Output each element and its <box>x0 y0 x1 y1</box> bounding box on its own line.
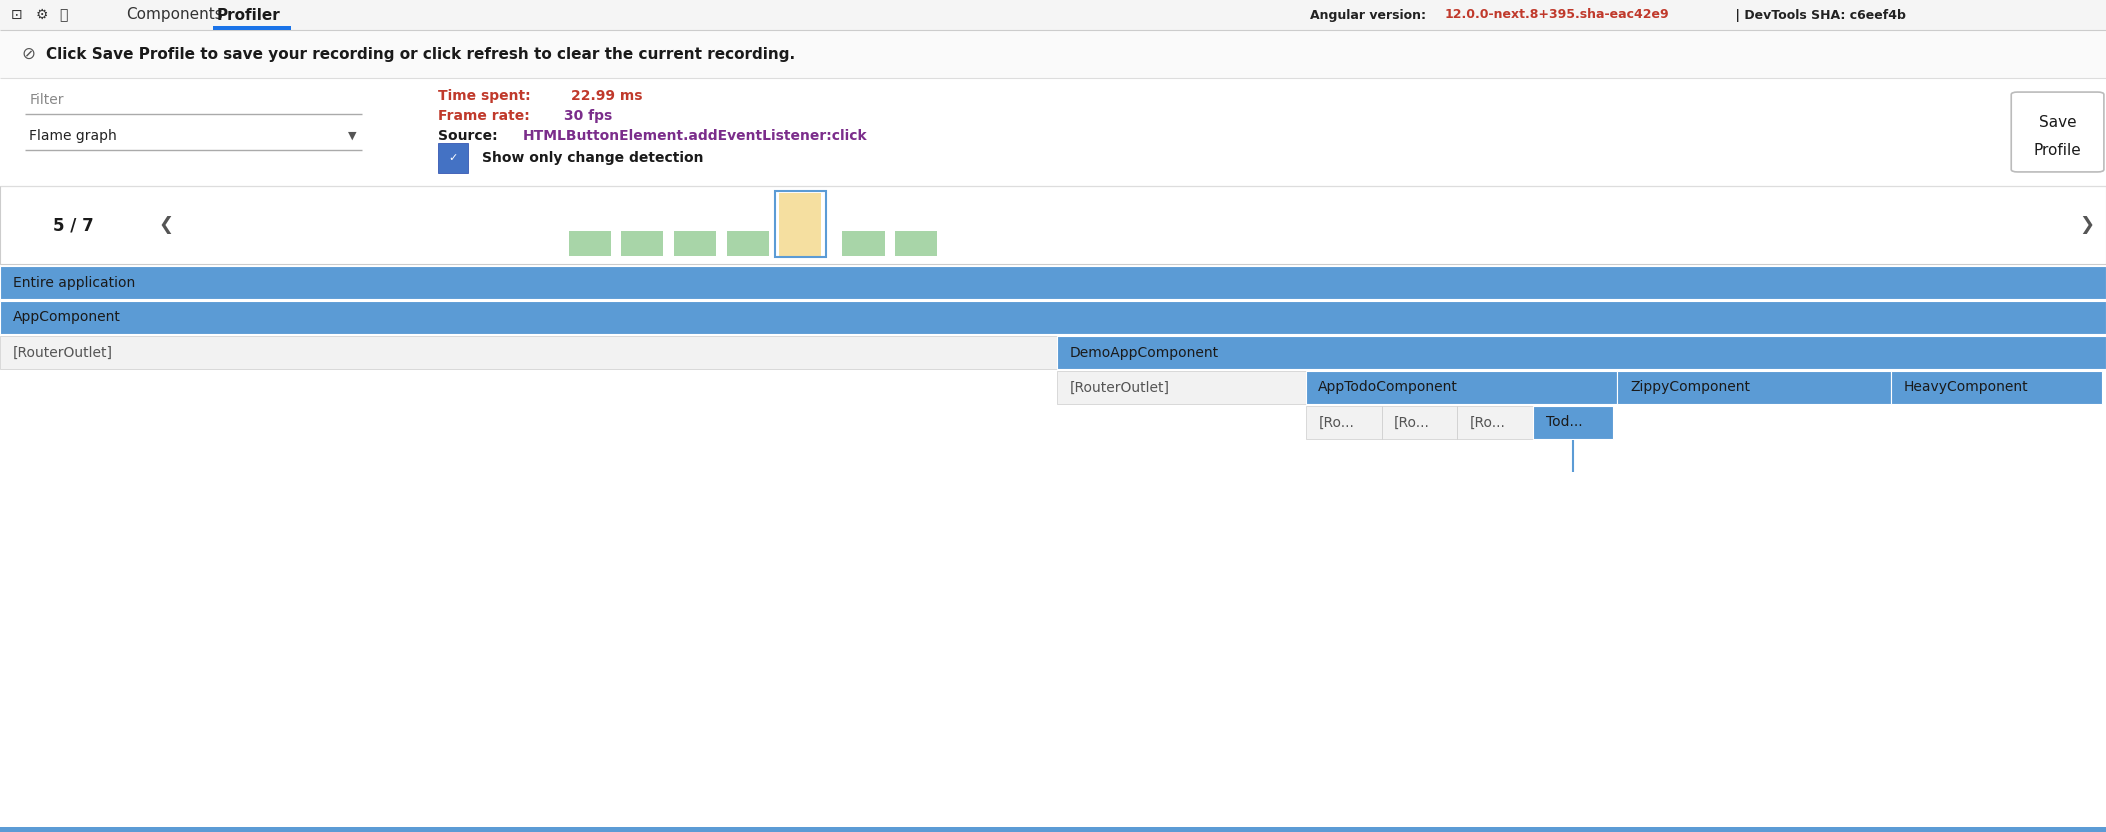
Text: 5 / 7: 5 / 7 <box>53 216 95 234</box>
Text: ⊘: ⊘ <box>21 45 36 63</box>
Text: 30 fps: 30 fps <box>564 109 613 123</box>
Text: 12.0.0-next.8+395.sha-eac42e9: 12.0.0-next.8+395.sha-eac42e9 <box>1445 8 1670 22</box>
Bar <box>842 230 885 255</box>
Text: Entire application: Entire application <box>13 275 135 290</box>
Text: [RouterOutlet]: [RouterOutlet] <box>1070 380 1169 394</box>
Bar <box>674 230 716 255</box>
Bar <box>1306 371 1617 404</box>
Bar <box>1382 406 1457 439</box>
Text: AppTodoComponent: AppTodoComponent <box>1318 380 1457 394</box>
Text: Source:: Source: <box>438 129 503 143</box>
Text: Angular version:: Angular version: <box>1310 8 1430 22</box>
Bar <box>438 143 468 173</box>
Text: | DevTools SHA: c6eef4b: | DevTools SHA: c6eef4b <box>1731 8 1906 22</box>
FancyBboxPatch shape <box>2011 92 2104 172</box>
Bar <box>1891 371 2102 404</box>
Bar <box>1057 336 2106 369</box>
Text: HTMLButtonElement.addEventListener:click: HTMLButtonElement.addEventListener:click <box>522 129 868 143</box>
Bar <box>213 27 291 30</box>
Text: Time spent:: Time spent: <box>438 89 535 103</box>
Bar <box>727 230 769 255</box>
Text: ⓘ: ⓘ <box>59 8 67 22</box>
Bar <box>1533 406 1613 439</box>
Bar <box>1617 371 1891 404</box>
Bar <box>775 191 826 257</box>
Text: Filter: Filter <box>29 93 63 107</box>
Text: Frame rate:: Frame rate: <box>438 109 535 123</box>
Text: [Ro...: [Ro... <box>1318 415 1354 429</box>
Bar <box>895 230 937 255</box>
Text: [Ro...: [Ro... <box>1470 415 1506 429</box>
Bar <box>779 193 821 255</box>
Bar <box>0 266 2106 299</box>
Text: DemoAppComponent: DemoAppComponent <box>1070 345 1219 359</box>
Text: ⚙: ⚙ <box>36 8 48 22</box>
Text: ZippyComponent: ZippyComponent <box>1630 380 1750 394</box>
Text: ❮: ❮ <box>158 216 175 234</box>
Bar <box>1057 371 1306 404</box>
Text: ✓: ✓ <box>449 153 457 163</box>
Text: Save: Save <box>2039 115 2077 130</box>
Bar <box>0 30 2106 78</box>
Text: 22.99 ms: 22.99 ms <box>571 89 642 103</box>
Bar <box>621 230 663 255</box>
Bar <box>1306 406 1382 439</box>
Text: HeavyComponent: HeavyComponent <box>1904 380 2028 394</box>
Text: AppComponent: AppComponent <box>13 310 120 324</box>
Bar <box>0 301 2106 334</box>
Bar <box>1457 406 1533 439</box>
Bar <box>0 827 2106 832</box>
Text: Profiler: Profiler <box>217 7 280 22</box>
Text: Flame graph: Flame graph <box>29 129 118 143</box>
Bar <box>0 0 2106 30</box>
Text: Show only change detection: Show only change detection <box>482 151 703 165</box>
Text: Components: Components <box>126 7 223 22</box>
Text: ❯: ❯ <box>2079 216 2095 234</box>
Text: ⊡: ⊡ <box>11 8 23 22</box>
Bar <box>0 336 1057 369</box>
Text: Profile: Profile <box>2034 143 2081 158</box>
Bar <box>569 230 611 255</box>
Text: Tod...: Tod... <box>1546 415 1582 429</box>
Text: ▼: ▼ <box>347 131 356 141</box>
Text: [RouterOutlet]: [RouterOutlet] <box>13 345 112 359</box>
Bar <box>0 186 2106 264</box>
Text: Click Save Profile to save your recording or click refresh to clear the current : Click Save Profile to save your recordin… <box>46 47 796 62</box>
Text: [Ro...: [Ro... <box>1394 415 1430 429</box>
